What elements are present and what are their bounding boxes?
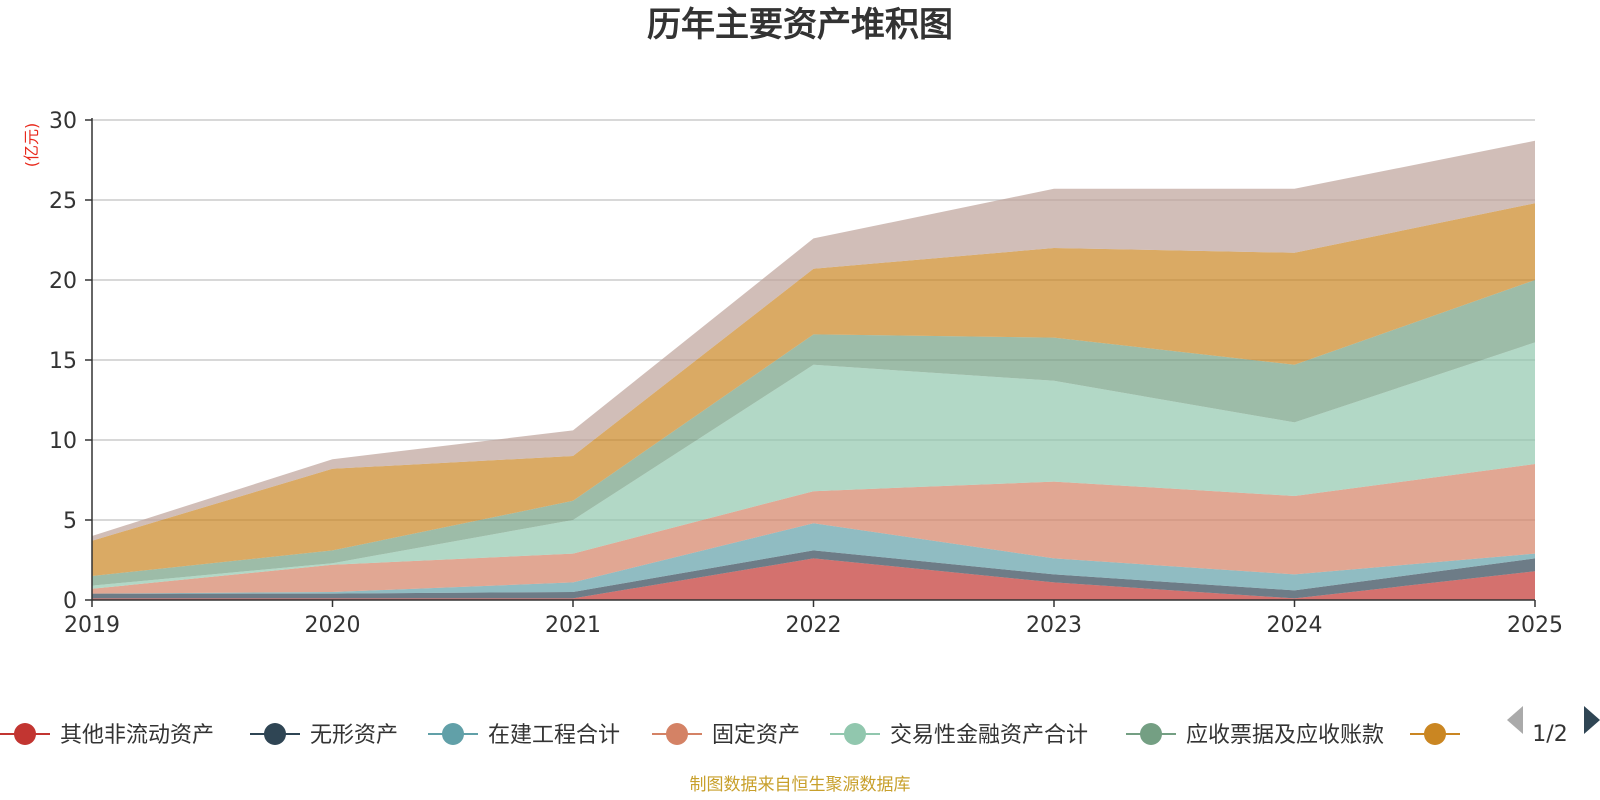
legend-item[interactable]: 应收票据及应收账款 xyxy=(1126,723,1384,748)
y-tick-label: 25 xyxy=(49,189,77,214)
x-tick-label: 2021 xyxy=(545,613,601,638)
data-source-note: 制图数据来自恒生聚源数据库 xyxy=(690,775,911,795)
legend-dot-marker xyxy=(844,723,866,745)
area-series-3[interactable] xyxy=(92,523,1535,594)
y-tick-label: 0 xyxy=(63,589,77,614)
legend-dot-marker xyxy=(264,723,286,745)
x-tick-label: 2019 xyxy=(64,613,120,638)
legend-next-page-icon[interactable] xyxy=(1584,706,1600,734)
area-series-5[interactable] xyxy=(92,342,1535,589)
area-series-2[interactable] xyxy=(92,550,1535,599)
y-axis-unit-label: (亿元) xyxy=(22,123,41,168)
legend-label: 在建工程合计 xyxy=(488,723,620,748)
y-tick-label: 30 xyxy=(49,109,77,134)
legend-label: 其他非流动资产 xyxy=(60,723,214,748)
y-tick-label: 10 xyxy=(49,429,77,454)
legend-item[interactable] xyxy=(1410,723,1460,745)
x-tick-label: 2024 xyxy=(1267,613,1323,638)
x-tick-label: 2020 xyxy=(305,613,361,638)
legend-label: 应收票据及应收账款 xyxy=(1186,723,1384,748)
legend-label: 固定资产 xyxy=(712,723,800,748)
legend-dot-marker xyxy=(1424,723,1446,745)
legend-item[interactable]: 其他非流动资产 xyxy=(0,723,214,748)
area-series-7[interactable] xyxy=(92,203,1535,576)
legend-item[interactable]: 交易性金融资产合计 xyxy=(830,723,1088,748)
legend-dot-marker xyxy=(442,723,464,745)
legend-pager: 1/2 xyxy=(1507,706,1600,747)
y-tick-label: 5 xyxy=(63,509,77,534)
legend-item[interactable]: 无形资产 xyxy=(250,723,398,748)
y-tick-label: 20 xyxy=(49,269,77,294)
area-series-8[interactable] xyxy=(92,140,1535,541)
x-tick-label: 2025 xyxy=(1507,613,1563,638)
legend-dot-marker xyxy=(1140,723,1162,745)
chart-title: 历年主要资产堆积图 xyxy=(647,5,953,45)
area-series-1[interactable] xyxy=(92,558,1535,600)
area-series-group xyxy=(92,140,1535,600)
legend-page-indicator: 1/2 xyxy=(1532,722,1567,747)
legend-label: 交易性金融资产合计 xyxy=(890,723,1088,748)
legend-item[interactable]: 固定资产 xyxy=(652,723,800,748)
legend-dot-marker xyxy=(14,723,36,745)
x-tick-label: 2023 xyxy=(1026,613,1082,638)
legend-label: 无形资产 xyxy=(310,723,398,748)
y-tick-label: 15 xyxy=(49,349,77,374)
legend-item[interactable]: 在建工程合计 xyxy=(428,723,620,748)
x-tick-label: 2022 xyxy=(786,613,842,638)
legend[interactable]: 其他非流动资产 无形资产 在建工程合计 固定资产 交易性金融资产合计 应收票据及应收账款 xyxy=(0,723,1460,748)
area-series-4[interactable] xyxy=(92,464,1535,594)
legend-prev-page-icon[interactable] xyxy=(1507,706,1523,734)
area-series-6[interactable] xyxy=(92,280,1535,586)
legend-dot-marker xyxy=(666,723,688,745)
